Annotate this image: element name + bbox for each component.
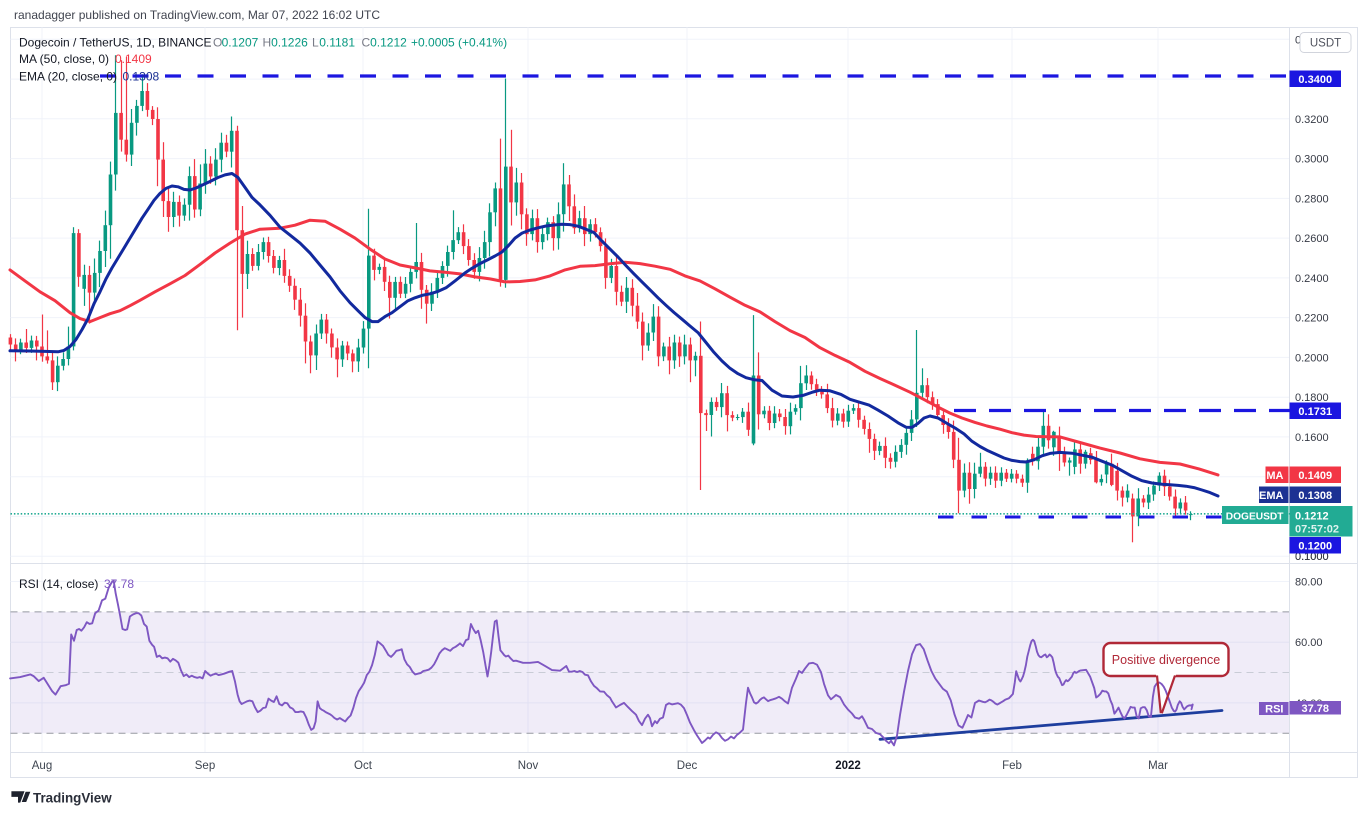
- svg-text:0.2200: 0.2200: [1295, 313, 1329, 325]
- svg-text:RSI (14, close): RSI (14, close): [19, 577, 98, 591]
- svg-text:0.3400: 0.3400: [1298, 74, 1332, 86]
- svg-text:Aug: Aug: [32, 760, 52, 772]
- svg-text:0.3200: 0.3200: [1295, 114, 1329, 126]
- svg-text:TradingView: TradingView: [33, 791, 112, 806]
- svg-text:2022: 2022: [835, 760, 861, 772]
- svg-text:0.3000: 0.3000: [1295, 154, 1329, 166]
- svg-text:60.00: 60.00: [1295, 637, 1323, 649]
- svg-text:37.78: 37.78: [1301, 703, 1329, 715]
- svg-text:0.1226: 0.1226: [271, 35, 308, 49]
- svg-text:0.1308: 0.1308: [123, 69, 160, 83]
- svg-text:Dec: Dec: [677, 760, 698, 772]
- svg-text:Sep: Sep: [195, 760, 215, 772]
- svg-text:Positive divergence: Positive divergence: [1112, 653, 1220, 667]
- svg-text:0.2000: 0.2000: [1295, 352, 1329, 364]
- svg-text:0.2400: 0.2400: [1295, 273, 1329, 285]
- svg-text:Dogecoin / TetherUS, 1D, BINAN: Dogecoin / TetherUS, 1D, BINANCE: [19, 35, 212, 49]
- svg-text:0.1212: 0.1212: [370, 35, 407, 49]
- svg-text:RSI: RSI: [1265, 704, 1283, 716]
- svg-text:37.78: 37.78: [104, 577, 134, 591]
- svg-text:0.1600: 0.1600: [1295, 432, 1329, 444]
- svg-text:EMA (20, close, 0): EMA (20, close, 0): [19, 69, 117, 83]
- svg-text:0.1181: 0.1181: [319, 35, 355, 49]
- svg-text:0.1207: 0.1207: [222, 35, 259, 49]
- svg-text:80.00: 80.00: [1295, 577, 1323, 589]
- svg-text:0.2600: 0.2600: [1295, 233, 1329, 245]
- svg-text:0.2800: 0.2800: [1295, 193, 1329, 205]
- svg-text:Oct: Oct: [354, 760, 373, 772]
- svg-text:Nov: Nov: [518, 760, 539, 772]
- svg-text:0.1000: 0.1000: [1295, 551, 1329, 563]
- svg-text:0.1409: 0.1409: [1298, 470, 1332, 482]
- svg-text:0.1200: 0.1200: [1298, 540, 1332, 552]
- svg-text:0.1800: 0.1800: [1295, 392, 1329, 404]
- svg-text:O: O: [213, 35, 222, 49]
- svg-text:0.1212: 0.1212: [1295, 511, 1329, 523]
- svg-text:0.1000: 0.1000: [1295, 551, 1329, 563]
- svg-text:MA (50, close, 0): MA (50, close, 0): [19, 52, 109, 66]
- svg-text:C: C: [362, 35, 371, 49]
- svg-text:0.1731: 0.1731: [1298, 406, 1332, 418]
- svg-text:+0.0005 (+0.41%): +0.0005 (+0.41%): [411, 35, 507, 49]
- svg-text:USDT: USDT: [1310, 38, 1341, 50]
- svg-text:L: L: [312, 35, 319, 49]
- svg-text:0.1409: 0.1409: [115, 52, 152, 66]
- svg-text:Mar: Mar: [1148, 760, 1168, 772]
- svg-text:EMA: EMA: [1259, 490, 1284, 502]
- svg-text:0.1308: 0.1308: [1298, 490, 1332, 502]
- svg-text:H: H: [263, 35, 272, 49]
- svg-text:DOGEUSDT: DOGEUSDT: [1226, 511, 1285, 522]
- svg-text:Feb: Feb: [1002, 760, 1022, 772]
- svg-text:07:57:02: 07:57:02: [1295, 524, 1339, 536]
- svg-text:MA: MA: [1266, 470, 1283, 482]
